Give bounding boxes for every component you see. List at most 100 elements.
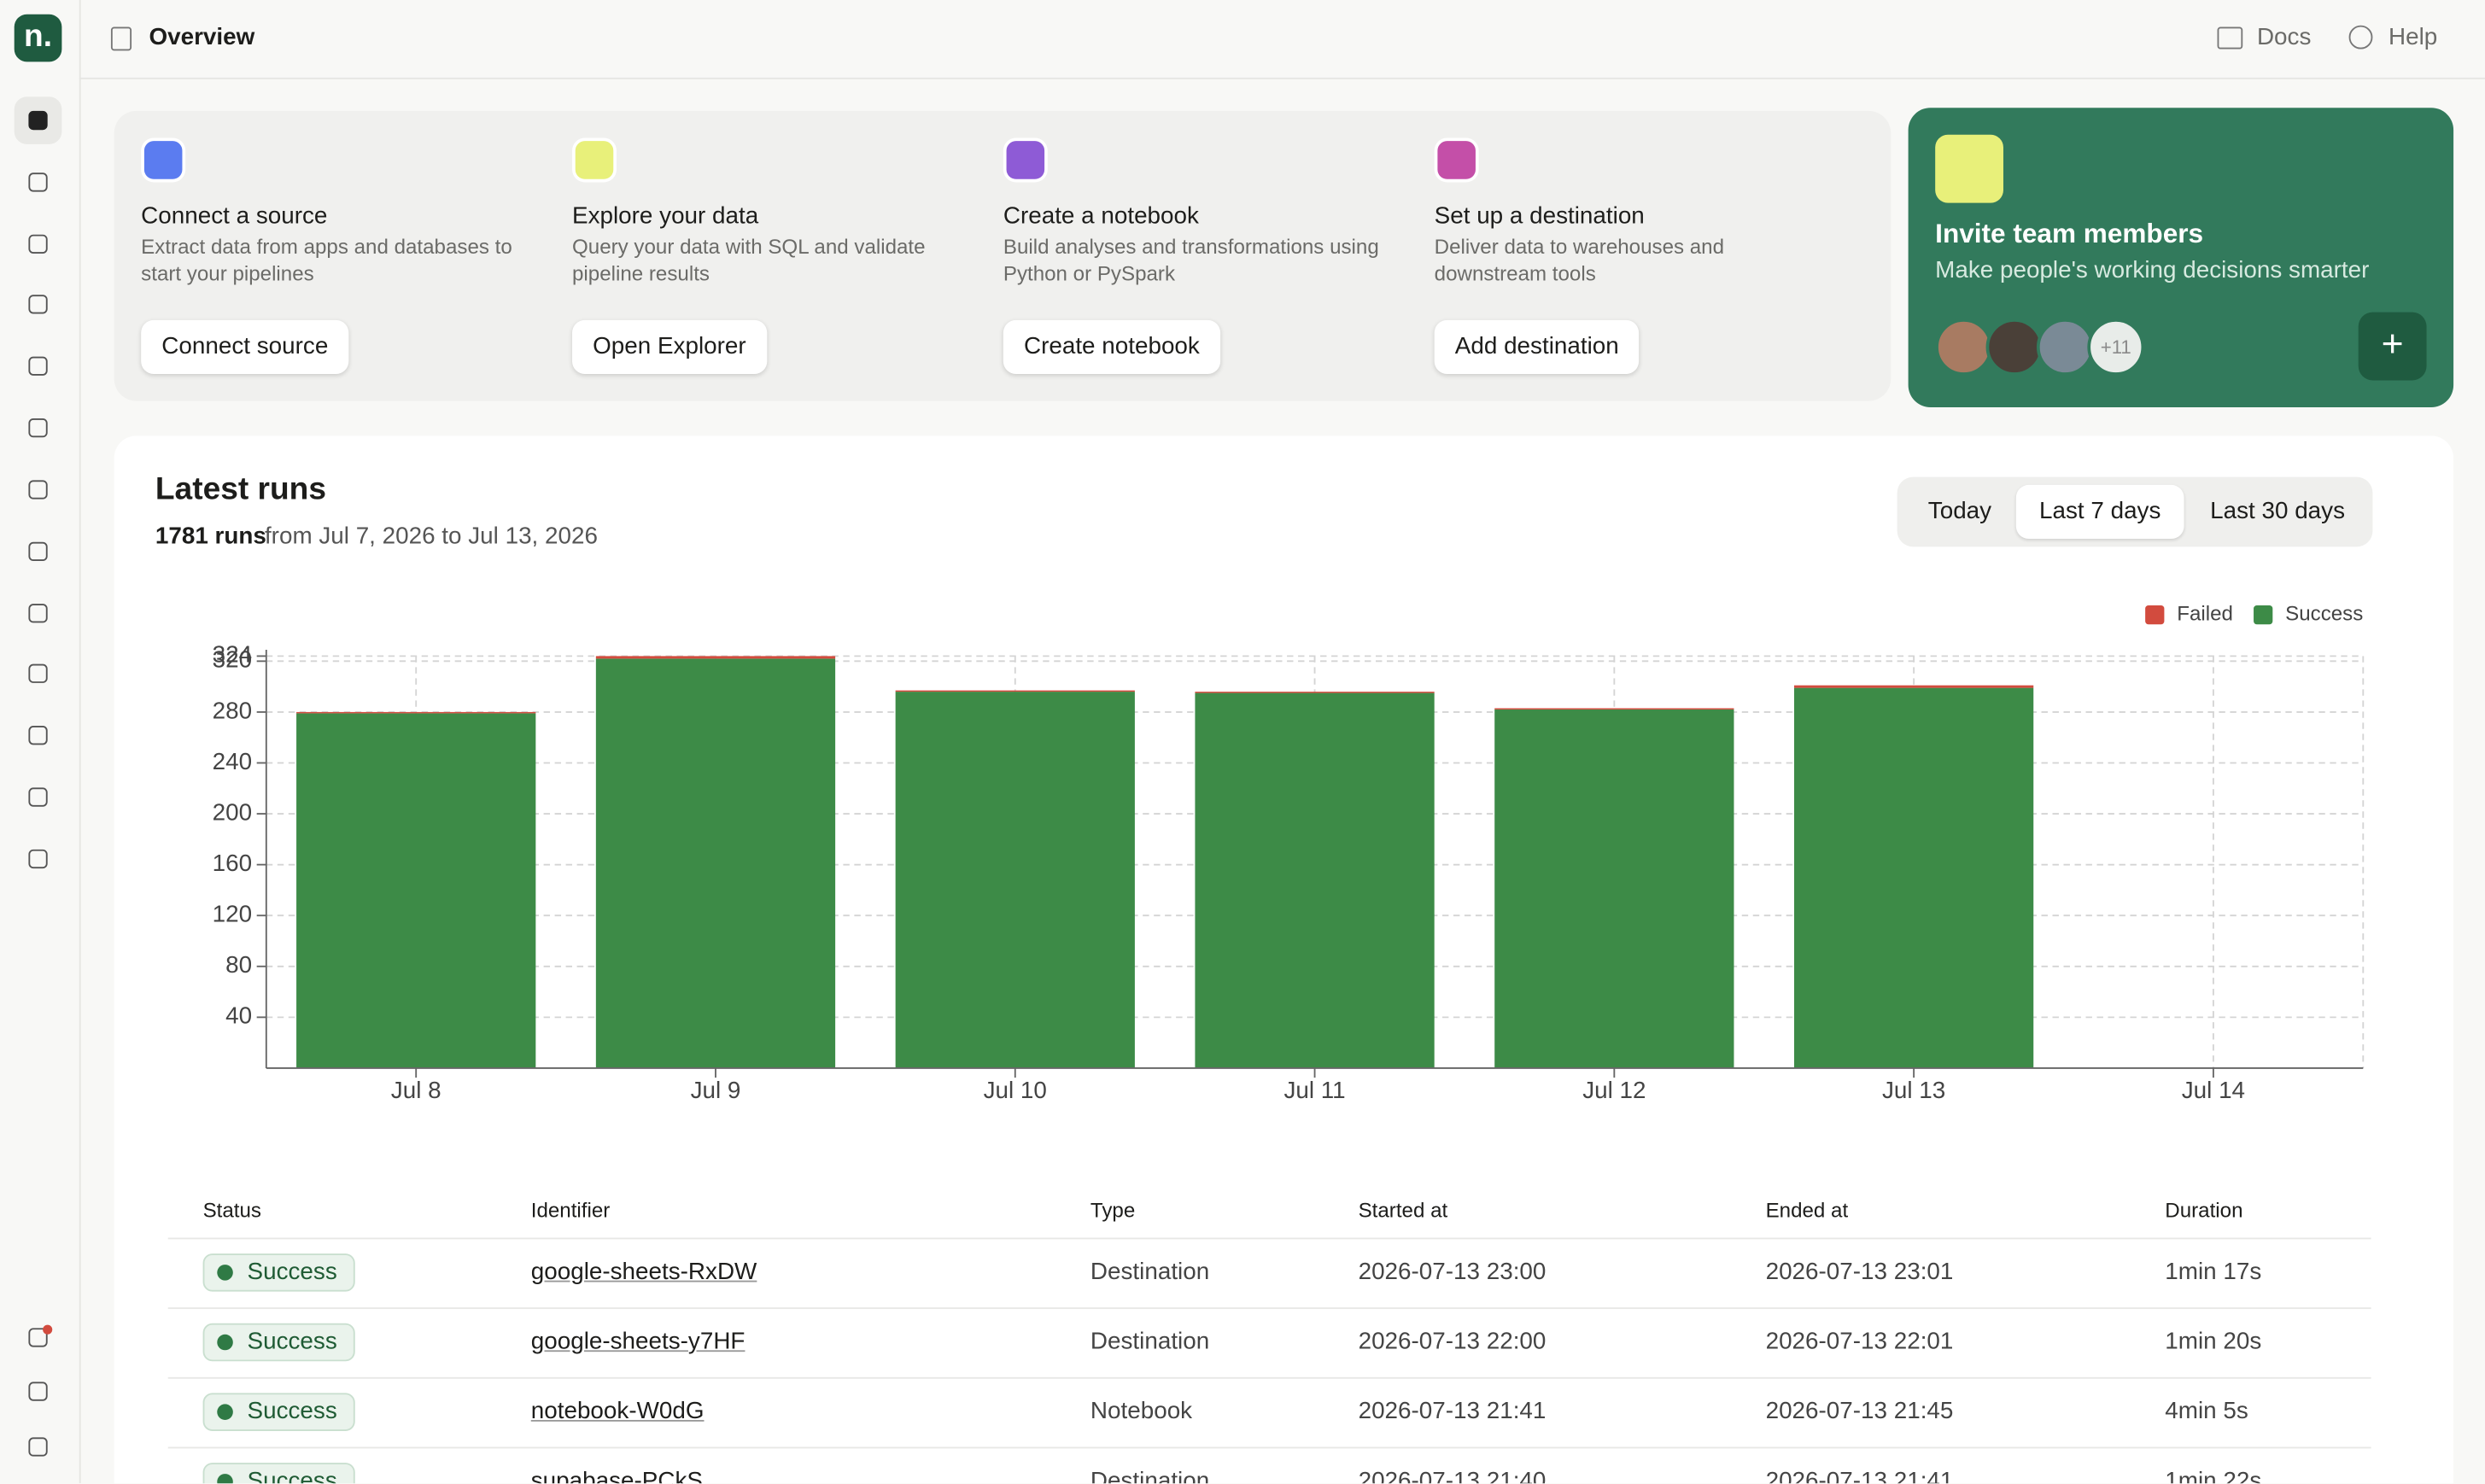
nav-icon[interactable] xyxy=(28,295,48,314)
bar-segment xyxy=(296,713,536,1068)
column-header: Type xyxy=(1090,1198,1136,1222)
y-tick-label: 120 xyxy=(213,901,252,927)
bar-segment xyxy=(1793,687,2034,1068)
legend-swatch xyxy=(2254,605,2273,625)
nav-icon[interactable] xyxy=(28,1328,48,1347)
nav-icon[interactable] xyxy=(28,849,48,869)
step-title: Explore your data xyxy=(572,202,759,231)
nav-icon[interactable] xyxy=(28,234,48,254)
bar-segment xyxy=(1494,709,1734,1068)
x-tick-label: Jul 12 xyxy=(1582,1077,1646,1103)
table-cell: 4min 5s xyxy=(2165,1397,2248,1425)
step-button[interactable]: Open Explorer xyxy=(572,319,767,375)
invite-subtitle: Make people's working decisions smarter xyxy=(1935,256,2370,284)
step-description: Build analyses and transformations using… xyxy=(1003,234,1379,286)
table-cell: 2026-07-13 23:01 xyxy=(1765,1258,1954,1286)
row-divider xyxy=(167,1307,2371,1310)
step-button[interactable]: Add destination xyxy=(1434,319,1640,375)
x-tick-label: Jul 14 xyxy=(2182,1077,2245,1103)
step-description: Extract data from apps and databases to … xyxy=(141,234,512,286)
status-label: Success xyxy=(247,1467,337,1484)
bar-segment xyxy=(595,658,836,1068)
runs-count: 1781 runs xyxy=(155,523,266,551)
table-cell: Notebook xyxy=(1090,1397,1193,1425)
row-divider xyxy=(167,1446,2371,1449)
period-option[interactable]: Last 7 days xyxy=(2015,484,2184,540)
table-cell: 2026-07-13 21:40 xyxy=(1358,1467,1547,1484)
x-tick-label: Jul 11 xyxy=(1283,1077,1345,1103)
step-button[interactable]: Connect source xyxy=(141,319,349,375)
run-identifier[interactable]: supabase-PCkS xyxy=(530,1467,703,1484)
docs-icon xyxy=(2217,26,2243,50)
legend-label: Failed xyxy=(2177,603,2233,626)
nav-icon[interactable] xyxy=(28,1382,48,1401)
table-cell: 2026-07-13 21:41 xyxy=(1358,1397,1547,1425)
nav-icon[interactable] xyxy=(28,541,48,562)
table-cell: Destination xyxy=(1090,1467,1210,1484)
status-dot xyxy=(217,1474,233,1484)
bar-segment xyxy=(296,711,536,714)
step-description: Query your data with SQL and validate pi… xyxy=(572,234,926,286)
legend-swatch xyxy=(2145,605,2165,625)
step-icon xyxy=(1437,141,1476,179)
y-tick-label: 200 xyxy=(213,798,252,825)
step-description: Deliver data to warehouses and downstrea… xyxy=(1434,234,1725,286)
column-header: Duration xyxy=(2165,1198,2243,1222)
step-title: Set up a destination xyxy=(1434,202,1645,231)
nav-icon[interactable] xyxy=(28,1437,48,1457)
notification-dot xyxy=(43,1324,53,1335)
bar-segment xyxy=(595,656,836,659)
nav-icon[interactable] xyxy=(28,418,48,438)
x-tick-label: Jul 9 xyxy=(691,1077,741,1103)
run-identifier[interactable]: google-sheets-y7HF xyxy=(530,1328,746,1355)
invite-icon xyxy=(1935,134,2003,203)
nav-icon[interactable] xyxy=(28,110,48,131)
period-option[interactable]: Last 30 days xyxy=(2210,497,2346,525)
header-border xyxy=(79,77,2485,79)
nav-icon[interactable] xyxy=(28,480,48,500)
nav-icon[interactable] xyxy=(28,356,48,376)
nav-icon[interactable] xyxy=(28,172,48,192)
y-tick-label: 160 xyxy=(213,850,252,876)
overview-icon xyxy=(110,26,132,51)
status-label: Success xyxy=(247,1397,337,1425)
step-icon xyxy=(143,141,183,179)
table-cell: 2026-07-13 21:41 xyxy=(1765,1467,1954,1484)
step-title: Connect a source xyxy=(141,202,328,231)
invite-button[interactable]: + xyxy=(2358,312,2427,381)
legend-label: Success xyxy=(2285,603,2363,626)
sidebar xyxy=(0,0,81,1484)
y-tick-label: 324 xyxy=(213,641,252,668)
table-cell: 1min 22s xyxy=(2165,1467,2262,1484)
runs-title: Latest runs xyxy=(155,472,326,507)
nav-icon[interactable] xyxy=(28,663,48,683)
table-cell: 2026-07-13 22:00 xyxy=(1358,1328,1547,1355)
y-tick-label: 80 xyxy=(225,951,252,978)
step-icon xyxy=(1006,141,1045,179)
step-button[interactable]: Create notebook xyxy=(1003,319,1220,375)
y-tick-label: 240 xyxy=(213,748,252,774)
y-tick-label: 320 xyxy=(213,646,252,673)
nav-icon[interactable] xyxy=(28,726,48,745)
x-tick-label: Jul 8 xyxy=(391,1077,441,1103)
bar-segment xyxy=(895,692,1135,1068)
column-header: Ended at xyxy=(1765,1198,1849,1222)
row-divider xyxy=(167,1237,2371,1240)
run-identifier[interactable]: google-sheets-RxDW xyxy=(530,1258,757,1286)
help-link[interactable]: Help xyxy=(2388,23,2438,51)
page-title: Overview xyxy=(149,23,255,51)
x-tick-label: Jul 10 xyxy=(984,1077,1047,1103)
status-dot xyxy=(217,1265,233,1281)
step-title: Create a notebook xyxy=(1003,202,1199,231)
nav-icon[interactable] xyxy=(28,787,48,807)
period-option[interactable]: Today xyxy=(1927,497,1992,525)
bar-segment xyxy=(1195,692,1435,1068)
table-cell: 2026-07-13 23:00 xyxy=(1358,1258,1547,1286)
nav-icon[interactable] xyxy=(28,604,48,623)
run-identifier[interactable]: notebook-W0dG xyxy=(530,1397,705,1425)
docs-link[interactable]: Docs xyxy=(2256,23,2312,51)
step-icon xyxy=(575,141,614,179)
logo[interactable]: n. xyxy=(14,14,62,62)
